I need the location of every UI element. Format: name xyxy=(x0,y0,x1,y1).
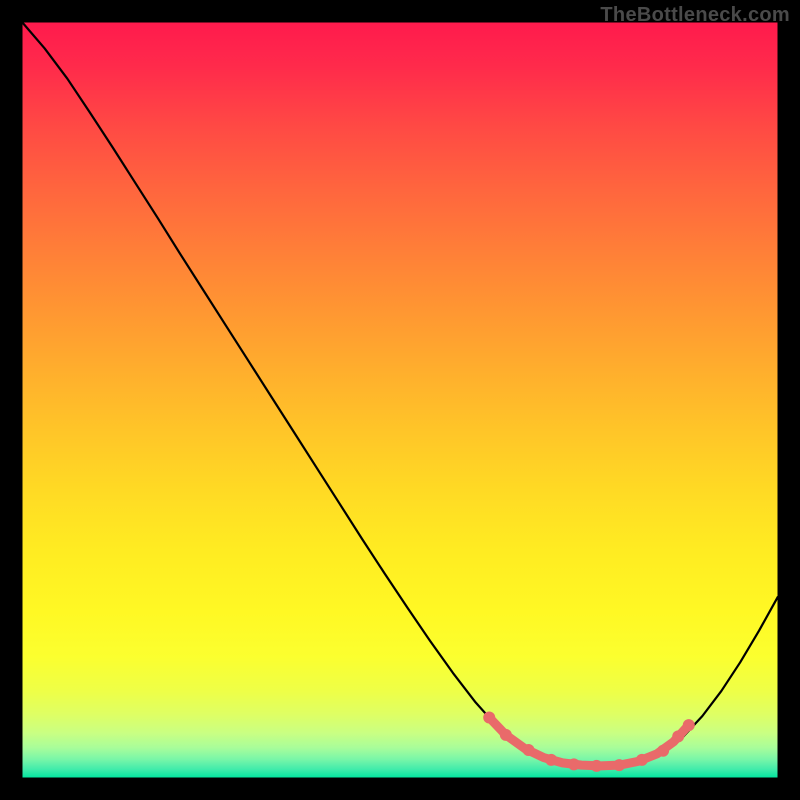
valley-marker xyxy=(613,759,625,771)
valley-marker xyxy=(657,745,669,757)
valley-marker xyxy=(483,712,495,724)
chart-background xyxy=(22,22,778,778)
watermark-text: TheBottleneck.com xyxy=(600,4,790,27)
valley-marker xyxy=(545,754,557,766)
bottleneck-chart xyxy=(0,0,800,800)
valley-marker xyxy=(672,730,684,742)
chart-container: TheBottleneck.com xyxy=(0,0,800,800)
valley-marker xyxy=(568,758,580,770)
valley-marker xyxy=(591,760,603,772)
valley-marker xyxy=(523,744,535,756)
valley-marker xyxy=(636,754,648,766)
valley-marker xyxy=(500,729,512,741)
valley-marker xyxy=(683,719,695,731)
